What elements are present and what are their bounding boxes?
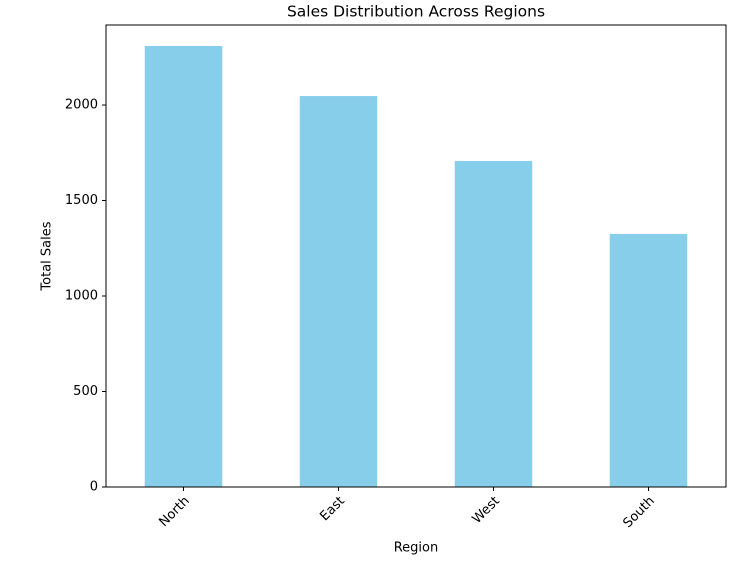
y-tick-label: 500 [73, 384, 98, 399]
y-tick-label: 0 [90, 480, 98, 495]
bar [609, 233, 688, 487]
x-tick-label: West [470, 494, 503, 527]
x-tick-label: North [156, 494, 192, 530]
y-tick-label: 1500 [65, 193, 98, 208]
bar [454, 160, 533, 487]
x-axis-label: Region [394, 541, 439, 556]
x-tick-label: South [620, 494, 657, 531]
chart-title: Sales Distribution Across Regions [287, 3, 545, 21]
y-tick-label: 2000 [65, 98, 98, 113]
x-tick-label: East [317, 494, 347, 524]
bar [144, 46, 223, 488]
plot-frame [105, 24, 727, 488]
y-tick-label: 1000 [65, 289, 98, 304]
y-axis-label: Total Sales [40, 221, 55, 291]
bar [299, 96, 378, 487]
